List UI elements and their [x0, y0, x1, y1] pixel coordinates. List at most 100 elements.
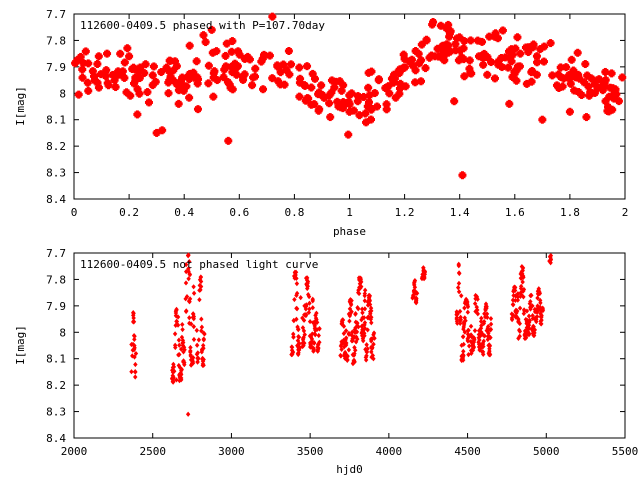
x-tick-label: 0.8	[284, 206, 304, 219]
data-point-arm	[452, 36, 461, 40]
data-point-arm	[199, 33, 208, 37]
data-point	[306, 294, 312, 300]
data-point	[201, 330, 207, 336]
data-point-arm	[612, 92, 621, 96]
data-point-arm	[494, 60, 503, 64]
data-point-arm	[460, 39, 469, 43]
data-point-arm	[295, 66, 304, 70]
data-point	[296, 346, 301, 352]
data-point	[465, 338, 471, 344]
data-point	[367, 309, 373, 315]
data-point-arm	[118, 69, 127, 73]
y-tick-label: 7.7	[46, 8, 66, 21]
data-point	[354, 329, 360, 335]
data-point	[371, 341, 376, 347]
data-point	[188, 353, 194, 359]
data-point	[530, 312, 535, 319]
data-point-arm	[570, 88, 579, 92]
data-point-arm	[235, 53, 244, 57]
data-point-arm	[593, 86, 602, 90]
data-point-arm	[330, 85, 339, 89]
y-axis-label: I[mag]	[14, 86, 27, 126]
data-point-arm	[598, 88, 607, 92]
data-point	[524, 325, 530, 331]
data-point	[357, 284, 362, 291]
data-point-arm	[522, 82, 531, 86]
data-point	[540, 306, 545, 312]
data-point-arm	[279, 63, 288, 67]
data-point	[310, 305, 315, 311]
data-point-arm	[133, 87, 142, 91]
data-point	[485, 314, 490, 321]
chart-title: 112600-0409.5 phased with P=107.70day	[80, 19, 325, 32]
data-point-arm	[554, 86, 563, 90]
data-point	[456, 261, 461, 267]
data-point-arm	[465, 58, 474, 62]
data-point	[199, 316, 204, 322]
data-point	[362, 291, 368, 297]
data-point	[307, 306, 312, 312]
data-point-arm	[78, 76, 87, 80]
y-tick-label: 8.2	[46, 379, 66, 392]
data-point-arm	[487, 60, 496, 64]
data-point	[531, 332, 537, 339]
data-point-arm	[490, 35, 499, 39]
data-point	[301, 341, 306, 347]
data-point-arm	[282, 68, 291, 72]
data-point	[486, 342, 491, 349]
data-point-arm	[295, 81, 304, 85]
data-point-arm	[603, 109, 612, 113]
data-point	[317, 339, 322, 345]
data-point-arm	[193, 107, 202, 111]
data-point	[360, 336, 366, 342]
data-point	[170, 379, 176, 385]
x-axis-label: hjd0	[336, 463, 363, 476]
data-point	[315, 348, 320, 354]
data-point	[371, 356, 376, 362]
data-point	[476, 344, 482, 350]
data-point-arm	[382, 102, 391, 106]
data-point	[188, 344, 193, 351]
data-point-arm	[325, 93, 334, 97]
data-point-arm	[212, 49, 221, 53]
data-point-arm	[411, 80, 420, 84]
data-point-arm	[182, 84, 191, 88]
data-point	[130, 341, 136, 347]
data-point	[294, 281, 300, 287]
data-point	[198, 283, 203, 289]
data-point-arm	[192, 59, 201, 63]
data-point-arm	[524, 50, 533, 54]
data-point	[201, 336, 206, 342]
data-point	[360, 323, 365, 329]
data-point-arm	[411, 49, 420, 53]
data-point-arm	[73, 58, 82, 62]
data-point	[476, 335, 481, 341]
data-point	[170, 373, 175, 379]
data-point-arm	[166, 70, 175, 74]
data-point	[188, 362, 194, 368]
data-point-arm	[314, 92, 323, 96]
data-point	[359, 317, 364, 323]
data-point-arm	[389, 81, 398, 85]
x-tick-label: 2500	[139, 445, 166, 458]
data-point-arm	[497, 65, 506, 69]
data-point	[199, 324, 205, 330]
data-point	[295, 324, 300, 330]
data-point	[191, 290, 197, 296]
data-point	[300, 315, 305, 321]
data-point	[516, 335, 521, 341]
data-point-arm	[148, 83, 157, 87]
data-point	[479, 315, 484, 321]
data-point	[185, 253, 191, 259]
data-point	[350, 333, 355, 339]
data-point	[341, 330, 347, 337]
data-point	[338, 352, 343, 359]
data-point-arm	[129, 66, 138, 70]
data-point-arm	[395, 92, 404, 96]
data-point	[171, 361, 176, 367]
data-point-arm	[458, 173, 467, 177]
data-point-arm	[140, 71, 149, 75]
data-point	[484, 311, 490, 317]
data-point-arm	[365, 93, 374, 97]
data-point	[173, 310, 179, 316]
